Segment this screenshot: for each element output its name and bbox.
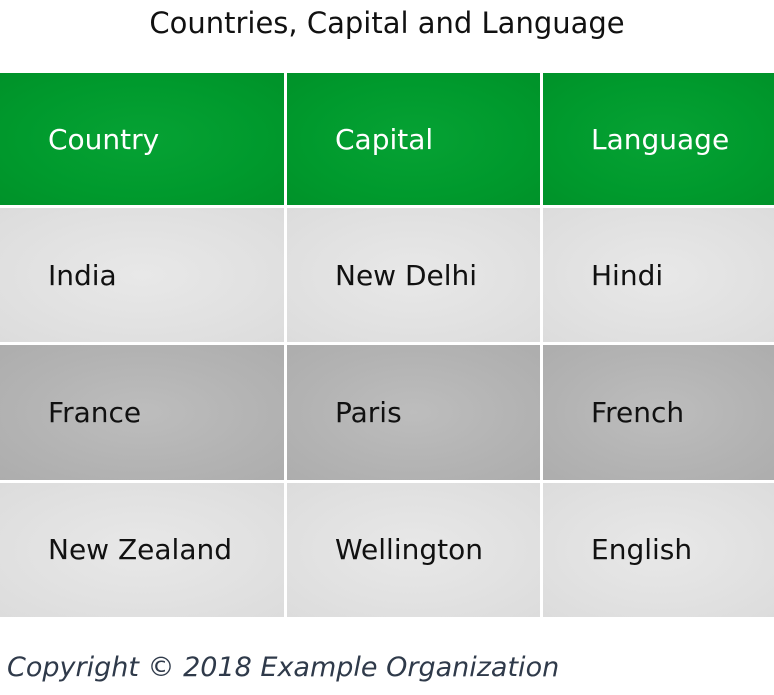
column-header-capital: Capital — [287, 73, 540, 205]
cell-country: India — [0, 208, 284, 343]
cell-capital: New Delhi — [287, 208, 540, 343]
table-row: New Zealand Wellington English — [0, 482, 774, 617]
column-header-country: Country — [0, 73, 284, 205]
cell-capital: Wellington — [287, 482, 540, 617]
footer-copyright: Copyright © 2018 Example Organization — [7, 652, 560, 683]
table-row: India New Delhi Hindi — [0, 208, 774, 343]
cell-country: New Zealand — [0, 482, 284, 617]
table-row: France Paris French — [0, 345, 774, 480]
column-header-language: Language — [543, 73, 774, 205]
table-header-row: Country Capital Language — [0, 73, 774, 205]
cell-language: French — [543, 345, 774, 480]
table-header: Country Capital Language — [0, 73, 774, 205]
countries-table: Country Capital Language India New Delhi… — [0, 70, 774, 620]
cell-language: English — [543, 482, 774, 617]
cell-language: Hindi — [543, 208, 774, 343]
table-body: India New Delhi Hindi France Paris Frenc… — [0, 208, 774, 617]
page-title: Countries, Capital and Language — [149, 6, 625, 40]
cell-country: France — [0, 345, 284, 480]
cell-capital: Paris — [287, 345, 540, 480]
